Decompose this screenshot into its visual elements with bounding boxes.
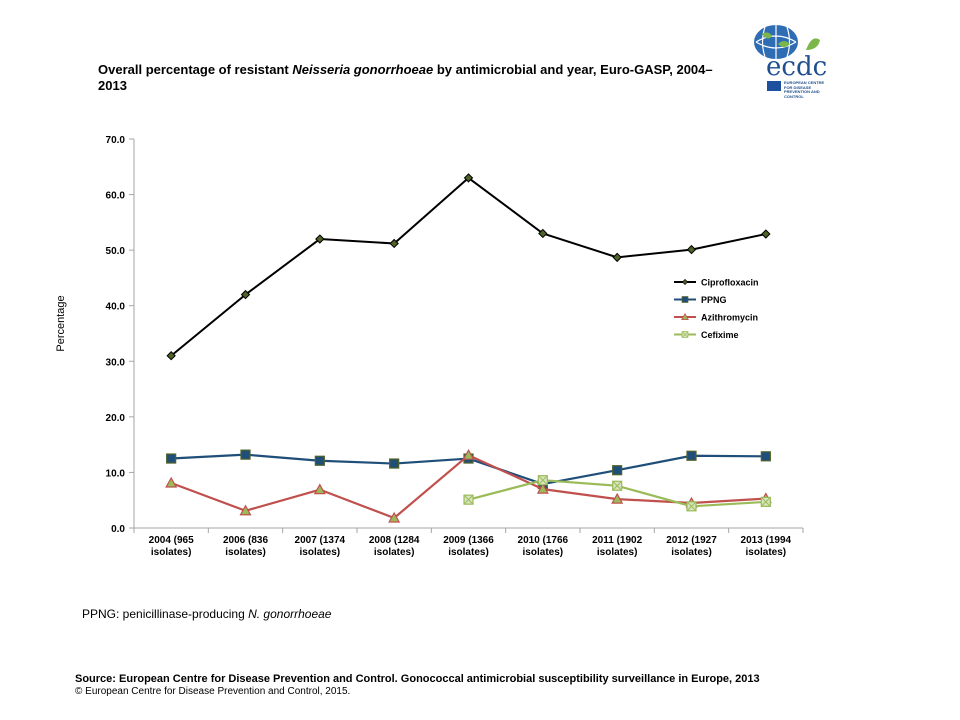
y-tick-label: 20.0 (106, 413, 126, 424)
y-tick-label: 70.0 (106, 135, 126, 146)
data-point-marker-cross (682, 331, 688, 338)
series-line-ciprofloxacin (170, 176, 767, 357)
data-point-marker (612, 465, 623, 476)
footnote-italic: N. gonorrhoeae (248, 607, 332, 621)
y-tick-label: 10.0 (106, 468, 126, 479)
x-tick-label: 2010 (1766 (518, 535, 569, 546)
y-tick-label: 40.0 (106, 302, 126, 313)
x-tick-label: isolates) (225, 547, 266, 558)
x-tick-label: 2012 (1927 (666, 535, 717, 546)
x-tick-label: isolates) (523, 547, 564, 558)
y-axis-label: Percentage (55, 295, 67, 351)
data-point-marker (760, 451, 771, 462)
title-italic: Neisseria gonorrhoeae (292, 62, 434, 77)
series-cefixime (463, 475, 771, 512)
x-tick-label: 2009 (1366 (443, 535, 494, 546)
legend-marker-ciprofloxacin (681, 278, 689, 286)
data-point-marker-cross (464, 495, 473, 505)
data-point-marker (315, 234, 325, 244)
data-point-marker (681, 278, 689, 286)
legend-marker-ppng (681, 296, 689, 303)
data-point-marker (166, 351, 176, 361)
title-prefix: Overall percentage of resistant (98, 62, 293, 77)
x-tick-label: isolates) (597, 547, 638, 558)
data-point-marker (389, 238, 399, 249)
x-tick-label: isolates) (448, 547, 489, 558)
footnote: PPNG: penicillinase-producing N. gonorrh… (82, 607, 331, 621)
data-point-marker (681, 296, 689, 303)
x-tick-label: isolates) (300, 547, 341, 558)
series-line-azithromycin (170, 454, 766, 520)
series-ciprofloxacin (166, 173, 771, 361)
data-point-marker (463, 173, 474, 183)
eu-flag-icon (767, 81, 781, 91)
data-point-marker (165, 476, 178, 488)
legend-label-azithromycin: Azithromycin (701, 313, 758, 323)
data-point-marker (314, 455, 325, 466)
legend-label-ciprofloxacin: Ciprofloxacin (701, 278, 759, 288)
x-tick-label: 2006 (836 (223, 535, 268, 546)
legend-marker-azithromycin (681, 312, 689, 320)
y-tick-label: 30.0 (106, 357, 126, 368)
data-point-marker (538, 228, 548, 239)
data-point-marker (612, 252, 622, 263)
x-tick-label: isolates) (671, 547, 712, 558)
y-tick-label: 50.0 (106, 246, 126, 257)
x-tick-label: 2008 (1284 (369, 535, 420, 546)
x-tick-label: 2013 (1994 (741, 535, 792, 546)
data-point-marker-cross (687, 501, 696, 511)
data-point-marker (686, 244, 697, 255)
data-point-marker-cross (612, 481, 622, 491)
source-note: Source: European Centre for Disease Prev… (75, 673, 760, 685)
data-point-marker (388, 511, 401, 523)
data-point-marker (166, 453, 177, 464)
data-point-marker (761, 229, 771, 239)
data-point-marker (240, 449, 251, 460)
legend-marker-cefixime (681, 331, 689, 338)
data-point-marker (389, 458, 400, 469)
x-tick-label: 2011 (1902 (592, 535, 642, 546)
x-tick-label: 2007 (1374 (295, 535, 346, 546)
data-point-marker (681, 312, 689, 320)
data-point-marker-cross (761, 497, 771, 507)
legend-label-ppng: PPNG (701, 295, 727, 305)
y-tick-label: 0.0 (111, 524, 125, 535)
data-point-marker (536, 482, 549, 494)
y-tick-label: 60.0 (106, 191, 126, 202)
chart-title: Overall percentage of resistant Neisseri… (98, 62, 738, 94)
copyright-note: © European Centre for Disease Prevention… (75, 686, 351, 697)
legend-label-cefixime: Cefixime (701, 330, 739, 340)
data-point-marker-cross (538, 475, 548, 485)
data-point-marker (240, 289, 251, 300)
x-tick-label: isolates) (374, 547, 415, 558)
x-tick-label: isolates) (151, 547, 192, 558)
data-point-marker (686, 450, 697, 461)
title-suffix: by antimicrobial and year, Euro-GASP, 20… (98, 62, 713, 93)
x-tick-label: 2004 (965 (149, 535, 194, 546)
series-ppng (166, 449, 771, 490)
x-tick-label: isolates) (746, 547, 787, 558)
ecdc-globe-icon (754, 25, 820, 59)
ecdc-logo-subtitle: EUROPEAN CENTRE FOR DISEASE PREVENTION A… (784, 80, 825, 99)
data-point-marker (313, 483, 326, 495)
footnote-prefix: PPNG: penicillinase-producing (82, 607, 249, 621)
data-point-marker (239, 504, 252, 516)
ecdc-logo-text: ecdc (766, 52, 828, 82)
data-point-marker (611, 492, 624, 504)
data-point-marker (462, 448, 475, 460)
